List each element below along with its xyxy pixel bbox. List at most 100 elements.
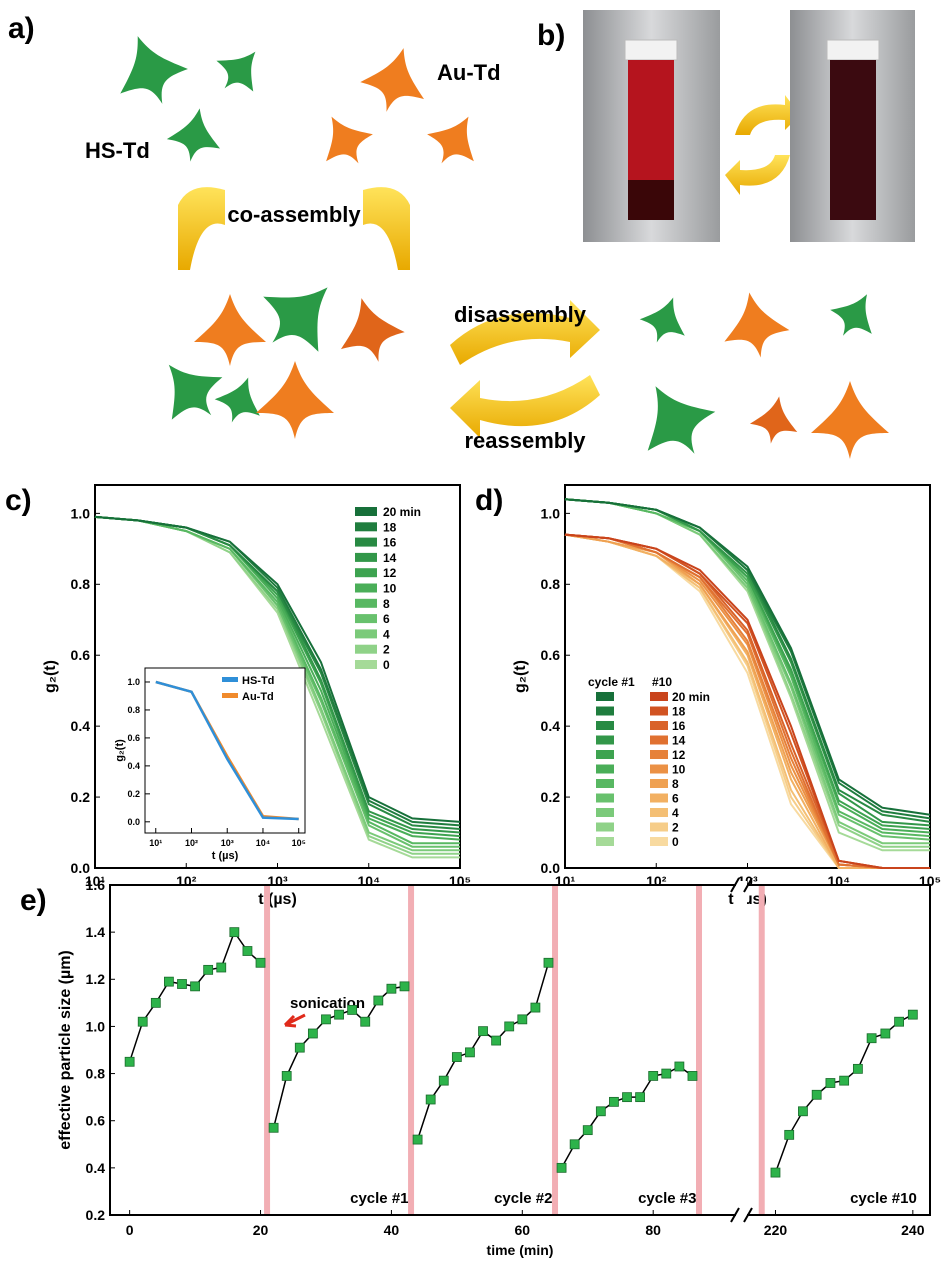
data-point <box>798 1106 808 1117</box>
data-line <box>94 515 461 823</box>
x-tick-label: 10⁴ <box>828 873 851 889</box>
data-line <box>564 533 930 869</box>
data-point <box>281 1071 292 1081</box>
x-tick-label: 20 <box>253 1222 269 1238</box>
data-point <box>334 1009 344 1020</box>
legend-swatch <box>596 822 614 832</box>
legend-swatch <box>596 837 614 846</box>
data-point <box>770 1167 781 1178</box>
data-point <box>399 981 410 992</box>
data-point <box>582 1125 593 1136</box>
y-tick-label: 0.8 <box>86 1065 106 1081</box>
data-point <box>543 957 554 968</box>
y-tick-label: 0.0 <box>71 860 91 876</box>
legend-header: #10 <box>652 675 672 689</box>
legend-label: 14 <box>383 551 397 565</box>
data-line <box>564 533 930 869</box>
legend-swatch <box>596 808 614 817</box>
legend-label: Au-Td <box>242 691 274 703</box>
legend-swatch <box>355 507 377 516</box>
legend-swatch <box>650 735 668 745</box>
x-tick-label: 240 <box>901 1222 925 1238</box>
panel-label: e) <box>20 884 47 917</box>
cycle-label: cycle #10 <box>850 1190 917 1207</box>
legend-swatch <box>650 750 668 759</box>
data-point <box>661 1068 672 1079</box>
legend-swatch <box>650 837 668 846</box>
hs-label: HS-Td <box>85 138 150 163</box>
data-point <box>569 1139 580 1150</box>
x-tick-label: 10² <box>176 873 197 889</box>
y-axis-label: g₂(t) <box>42 660 59 693</box>
legend-label: 14 <box>672 734 686 748</box>
legend-label: 20 min <box>672 690 710 704</box>
y-tick-label: 1.0 <box>127 677 140 687</box>
data-line <box>560 1065 693 1169</box>
legend-swatch <box>355 660 377 669</box>
data-point <box>784 1129 795 1140</box>
data-point <box>190 981 200 992</box>
y-tick-label: 0.0 <box>127 817 140 827</box>
legend-swatch <box>650 808 668 817</box>
legend-swatch <box>355 552 377 562</box>
legend-label: 4 <box>672 806 679 820</box>
axis-break-mark <box>730 1207 753 1223</box>
data-point <box>177 979 187 989</box>
y-tick-label: 0.8 <box>127 705 140 715</box>
data-point <box>294 1042 305 1053</box>
legend-swatch <box>596 706 614 716</box>
data-point <box>648 1071 659 1081</box>
legend-swatch <box>596 735 614 745</box>
axis-break-mark <box>730 877 753 893</box>
legend-swatch <box>355 583 377 593</box>
data-point <box>216 962 227 973</box>
legend-label: 2 <box>383 643 390 657</box>
panel-a-art <box>103 23 889 474</box>
legend-label: 4 <box>383 627 390 641</box>
legend-swatch <box>650 692 668 701</box>
y-tick-label: 0.2 <box>541 789 561 805</box>
y-axis-label: g₂(t) <box>512 660 529 693</box>
axis-break <box>736 881 747 1219</box>
y-axis-label: g₂(t) <box>114 739 126 762</box>
data-point <box>811 1089 822 1100</box>
legend-label: 20 min <box>383 505 421 519</box>
data-point <box>425 1094 436 1105</box>
legend-swatch <box>596 692 614 701</box>
legend-swatch <box>355 522 377 532</box>
data-point <box>307 1028 318 1039</box>
data-point <box>556 1162 567 1173</box>
legend-swatch <box>596 721 614 730</box>
legend-swatch <box>650 793 668 803</box>
legend-swatch <box>650 721 668 730</box>
cycle-label: cycle #3 <box>638 1190 696 1207</box>
y-tick-label: 0.6 <box>71 647 91 663</box>
data-line <box>155 680 299 821</box>
x-tick-label: 10² <box>646 873 667 889</box>
data-point <box>360 1016 371 1027</box>
y-tick-label: 0.6 <box>541 647 561 663</box>
legend-swatch <box>355 568 377 578</box>
y-tick-label: 0.8 <box>541 576 561 592</box>
legend-swatch <box>650 764 668 774</box>
data-point <box>622 1092 632 1103</box>
legend-label: 16 <box>383 536 397 550</box>
data-point <box>465 1047 475 1058</box>
data-line <box>564 498 931 820</box>
x-tick-label: 10⁵ <box>449 873 471 889</box>
data-point <box>907 1009 918 1020</box>
plot-frame <box>109 884 931 1216</box>
au-label: Au-Td <box>437 60 501 85</box>
panel-label: b) <box>537 19 565 52</box>
y-tick-label: 1.2 <box>86 971 106 987</box>
y-tick-label: 0.8 <box>71 576 91 592</box>
legend-label: 18 <box>383 520 397 534</box>
annotation-arrow <box>283 1013 306 1028</box>
legend-swatch <box>355 629 377 639</box>
y-tick-label: 1.0 <box>541 505 561 521</box>
legend-header: cycle #1 <box>588 675 635 689</box>
legend-swatch <box>596 779 614 788</box>
data-point <box>674 1061 685 1072</box>
y-tick-label: 0.4 <box>127 761 140 771</box>
